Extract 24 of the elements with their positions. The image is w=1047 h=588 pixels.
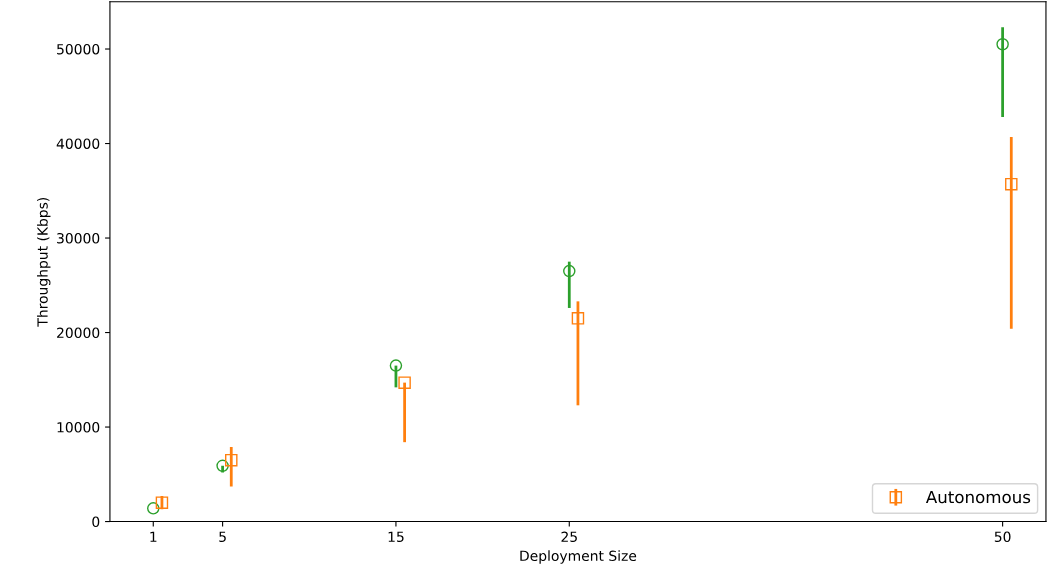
y-tick-label: 40000 bbox=[56, 138, 100, 149]
y-tick-label: 10000 bbox=[57, 422, 100, 433]
x-tick-label: 50 bbox=[994, 531, 1011, 543]
y-axis-title: Throughput (Kbps) bbox=[37, 197, 51, 327]
point bbox=[216, 459, 229, 473]
point bbox=[147, 502, 160, 515]
y-tick-label: 30000 bbox=[57, 233, 100, 244]
point bbox=[563, 264, 576, 278]
x-tick-label: 25 bbox=[561, 531, 577, 543]
point bbox=[996, 38, 1009, 51]
point bbox=[225, 453, 238, 467]
point bbox=[155, 496, 169, 509]
x-tick-label: 5 bbox=[219, 531, 226, 543]
x-tick-label: 15 bbox=[388, 531, 404, 543]
point bbox=[389, 359, 403, 372]
y-tick-label: 20000 bbox=[57, 327, 100, 339]
x-tick-label: 1 bbox=[150, 531, 157, 542]
x-axis-title: Deployment Size bbox=[520, 550, 637, 564]
y-tick-label: 0 bbox=[92, 516, 100, 528]
point bbox=[398, 376, 411, 389]
point bbox=[571, 312, 585, 325]
point bbox=[1005, 177, 1018, 191]
y-tick-label: 50000 bbox=[57, 43, 100, 55]
legend-label: Autonomous bbox=[925, 490, 1031, 504]
